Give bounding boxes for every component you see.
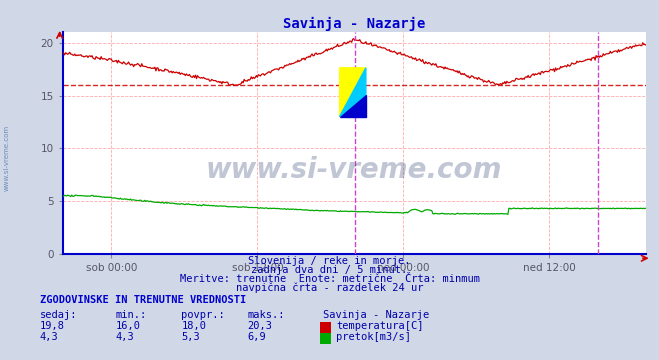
- Text: Savinja - Nazarje: Savinja - Nazarje: [323, 310, 429, 320]
- Text: maks.:: maks.:: [247, 310, 285, 320]
- Text: 4,3: 4,3: [115, 332, 134, 342]
- Text: temperatura[C]: temperatura[C]: [336, 321, 424, 332]
- Polygon shape: [339, 95, 366, 117]
- Text: 5,3: 5,3: [181, 332, 200, 342]
- Text: 4,3: 4,3: [40, 332, 58, 342]
- Text: zadnja dva dni / 5 minut.: zadnja dva dni / 5 minut.: [251, 265, 408, 275]
- Text: 19,8: 19,8: [40, 321, 65, 332]
- Polygon shape: [339, 68, 366, 117]
- Text: ZGODOVINSKE IN TRENUTNE VREDNOSTI: ZGODOVINSKE IN TRENUTNE VREDNOSTI: [40, 295, 246, 305]
- Polygon shape: [339, 68, 366, 117]
- Text: www.si-vreme.com: www.si-vreme.com: [3, 125, 9, 192]
- Text: Slovenija / reke in morje.: Slovenija / reke in morje.: [248, 256, 411, 266]
- Text: sedaj:: sedaj:: [40, 310, 77, 320]
- Text: min.:: min.:: [115, 310, 146, 320]
- Text: www.si-vreme.com: www.si-vreme.com: [206, 156, 502, 184]
- Text: Meritve: trenutne  Enote: metrične  Črta: minmum: Meritve: trenutne Enote: metrične Črta: …: [179, 274, 480, 284]
- Text: 20,3: 20,3: [247, 321, 272, 332]
- Text: povpr.:: povpr.:: [181, 310, 225, 320]
- Text: navpična črta - razdelek 24 ur: navpična črta - razdelek 24 ur: [236, 282, 423, 293]
- Title: Savinja - Nazarje: Savinja - Nazarje: [283, 17, 426, 31]
- Text: pretok[m3/s]: pretok[m3/s]: [336, 332, 411, 342]
- Text: 6,9: 6,9: [247, 332, 266, 342]
- Text: 18,0: 18,0: [181, 321, 206, 332]
- Text: 16,0: 16,0: [115, 321, 140, 332]
